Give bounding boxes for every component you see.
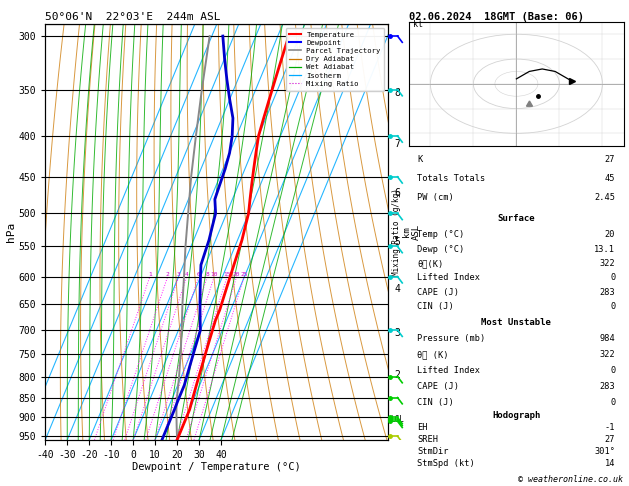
- Text: Hodograph: Hodograph: [493, 412, 540, 420]
- Text: 15: 15: [223, 272, 231, 277]
- Text: CAPE (J): CAPE (J): [418, 288, 459, 296]
- Text: -1: -1: [605, 423, 615, 432]
- Text: CIN (J): CIN (J): [418, 398, 454, 407]
- Legend: Temperature, Dewpoint, Parcel Trajectory, Dry Adiabat, Wet Adiabat, Isotherm, Mi: Temperature, Dewpoint, Parcel Trajectory…: [286, 28, 384, 90]
- Text: kt: kt: [413, 20, 423, 29]
- Text: 6: 6: [197, 272, 201, 277]
- Y-axis label: hPa: hPa: [6, 222, 16, 242]
- Text: LCL: LCL: [390, 415, 404, 424]
- X-axis label: Dewpoint / Temperature (°C): Dewpoint / Temperature (°C): [132, 462, 301, 472]
- Text: Surface: Surface: [498, 214, 535, 223]
- Text: Dewp (°C): Dewp (°C): [418, 245, 465, 254]
- Text: Totals Totals: Totals Totals: [418, 174, 486, 183]
- Text: Most Unstable: Most Unstable: [481, 318, 552, 327]
- Text: 25: 25: [240, 272, 248, 277]
- Text: 0: 0: [610, 273, 615, 282]
- Text: θᴇ(K): θᴇ(K): [418, 259, 443, 268]
- Text: 27: 27: [605, 434, 615, 444]
- Text: 283: 283: [599, 382, 615, 391]
- Text: Pressure (mb): Pressure (mb): [418, 334, 486, 344]
- Text: SREH: SREH: [418, 434, 438, 444]
- Text: 20: 20: [233, 272, 240, 277]
- Text: 283: 283: [599, 288, 615, 296]
- Text: StmSpd (kt): StmSpd (kt): [418, 458, 475, 468]
- Text: 20: 20: [605, 230, 615, 240]
- Text: 984: 984: [599, 334, 615, 344]
- Text: Lifted Index: Lifted Index: [418, 273, 481, 282]
- Text: 13.1: 13.1: [594, 245, 615, 254]
- Text: © weatheronline.co.uk: © weatheronline.co.uk: [518, 474, 623, 484]
- Text: 2: 2: [166, 272, 169, 277]
- Text: PW (cm): PW (cm): [418, 193, 454, 202]
- Text: EH: EH: [418, 423, 428, 432]
- Text: Temp (°C): Temp (°C): [418, 230, 465, 240]
- Text: θᴇ (K): θᴇ (K): [418, 350, 449, 359]
- Text: K: K: [418, 156, 423, 164]
- Text: 3: 3: [177, 272, 181, 277]
- Text: 301°: 301°: [594, 447, 615, 455]
- Text: CAPE (J): CAPE (J): [418, 382, 459, 391]
- Text: 0: 0: [610, 302, 615, 311]
- Text: 322: 322: [599, 259, 615, 268]
- Text: 4: 4: [185, 272, 189, 277]
- Text: 0: 0: [610, 398, 615, 407]
- Y-axis label: km
ASL: km ASL: [401, 224, 421, 240]
- Text: CIN (J): CIN (J): [418, 302, 454, 311]
- Text: 8: 8: [206, 272, 209, 277]
- Text: 50°06'N  22°03'E  244m ASL: 50°06'N 22°03'E 244m ASL: [45, 12, 221, 22]
- Text: 1: 1: [148, 272, 152, 277]
- Text: Lifted Index: Lifted Index: [418, 366, 481, 375]
- Text: 02.06.2024  18GMT (Base: 06): 02.06.2024 18GMT (Base: 06): [409, 12, 584, 22]
- Text: 322: 322: [599, 350, 615, 359]
- Text: StmDir: StmDir: [418, 447, 449, 455]
- Text: 2.45: 2.45: [594, 193, 615, 202]
- Text: 45: 45: [605, 174, 615, 183]
- Text: 0: 0: [610, 366, 615, 375]
- Text: 10: 10: [211, 272, 218, 277]
- Text: 14: 14: [605, 458, 615, 468]
- Text: Mixing Ratio (g/kg): Mixing Ratio (g/kg): [391, 188, 401, 276]
- Text: 27: 27: [605, 156, 615, 164]
